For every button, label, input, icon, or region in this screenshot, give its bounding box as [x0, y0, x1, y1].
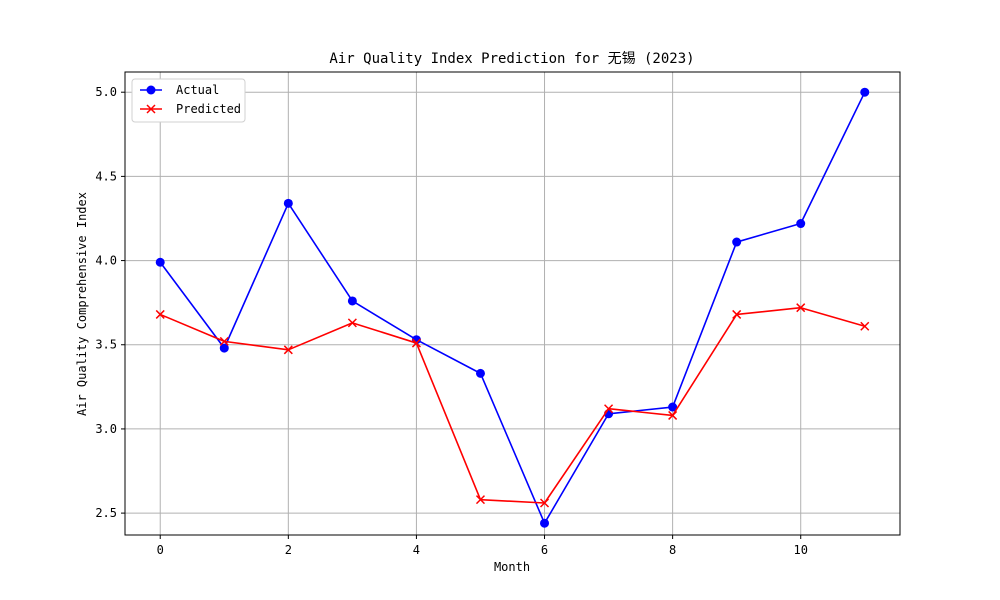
legend-marker-actual — [146, 85, 156, 95]
data-point-actual — [732, 237, 742, 247]
legend-label-actual: Actual — [176, 83, 219, 97]
plot-area-frame — [124, 71, 901, 536]
y-tick-label: 3.5 — [95, 338, 117, 352]
data-point-actual — [219, 343, 229, 353]
x-tick-label: 6 — [541, 543, 548, 557]
data-point-actual — [860, 87, 870, 97]
data-point-actual — [475, 368, 485, 378]
x-axis-label: Month — [494, 560, 530, 574]
x-tick-label: 0 — [157, 543, 164, 557]
data-point-predicted — [604, 404, 614, 414]
y-tick-label: 2.5 — [95, 506, 117, 520]
data-point-predicted — [411, 338, 421, 348]
y-tick-label: 3.0 — [95, 422, 117, 436]
data-point-predicted — [732, 309, 742, 319]
y-tick-label: 5.0 — [95, 85, 117, 99]
data-point-actual — [540, 518, 550, 528]
chart-title: Air Quality Index Prediction for 无锡 (202… — [329, 51, 694, 67]
data-point-predicted — [347, 318, 357, 328]
data-point-predicted — [219, 336, 229, 346]
series-layer — [155, 87, 870, 528]
y-tick-label: 4.5 — [95, 169, 117, 183]
data-point-predicted — [668, 410, 678, 420]
data-point-actual — [155, 257, 165, 267]
axis-ticks: 0 2 4 6 8 10 2.5 3.0 3.5 4.0 4.5 5.0 — [95, 85, 808, 557]
x-tick-label: 4 — [413, 543, 420, 557]
data-point-actual — [347, 296, 357, 306]
legend-marker-predicted — [146, 104, 156, 114]
data-point-actual — [668, 402, 678, 412]
data-point-predicted — [155, 309, 165, 319]
series-line-actual — [159, 91, 866, 525]
legend: Actual Predicted — [131, 78, 246, 123]
grid — [125, 72, 900, 535]
data-point-actual — [283, 198, 293, 208]
data-point-predicted — [475, 495, 486, 505]
legend-label-predicted: Predicted — [176, 102, 241, 116]
y-axis-label: Air Quality Comprehensive Index — [75, 192, 89, 416]
x-tick-label: 2 — [285, 543, 292, 557]
y-tick-label: 4.0 — [95, 254, 117, 268]
series-line-predicted — [159, 306, 865, 504]
data-point-actual — [796, 219, 806, 229]
data-point-predicted — [796, 303, 806, 313]
data-point-predicted — [539, 498, 550, 508]
x-tick-label: 8 — [669, 543, 676, 557]
x-tick-label: 10 — [793, 543, 807, 557]
data-point-predicted — [283, 345, 293, 355]
data-point-predicted — [860, 321, 870, 331]
